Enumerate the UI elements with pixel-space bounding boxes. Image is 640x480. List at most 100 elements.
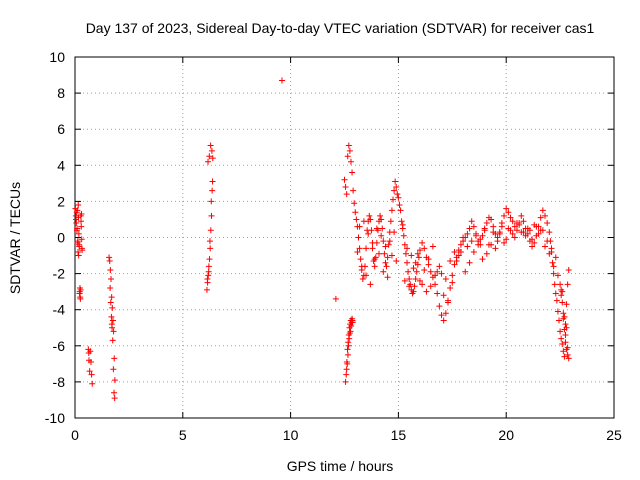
data-point (419, 239, 426, 246)
data-point (473, 232, 480, 239)
data-point (75, 230, 82, 237)
data-point (357, 256, 364, 263)
data-point (73, 227, 80, 234)
x-tick-labels: 0 5 10 15 20 25 (71, 427, 622, 443)
data-point (485, 241, 492, 248)
data-point (386, 238, 393, 245)
data-point (449, 279, 456, 286)
data-points (72, 77, 572, 402)
data-point (549, 259, 556, 266)
data-point (562, 321, 569, 328)
data-point (427, 268, 434, 275)
data-point (537, 214, 544, 221)
data-point (394, 191, 401, 198)
data-point (560, 348, 567, 355)
data-point (401, 277, 408, 284)
data-point (421, 266, 428, 273)
data-point (564, 281, 571, 288)
data-point (556, 317, 563, 324)
data-point (77, 295, 84, 302)
y-tick-label: 6 (57, 121, 65, 137)
data-point (416, 277, 423, 284)
data-point (377, 212, 384, 219)
data-point (75, 202, 82, 209)
data-point (447, 257, 454, 264)
data-point (87, 359, 94, 366)
data-point (440, 292, 447, 299)
data-point (346, 335, 353, 342)
data-point (108, 294, 115, 301)
data-point (415, 254, 422, 261)
x-tick-label: 20 (498, 427, 514, 443)
data-point (550, 263, 557, 270)
data-point (442, 310, 449, 317)
data-point (561, 313, 568, 320)
data-point (563, 301, 570, 308)
data-point (365, 230, 372, 237)
data-point (371, 263, 378, 270)
data-point (345, 342, 352, 349)
data-point (468, 218, 475, 225)
data-point (208, 212, 215, 219)
data-point (107, 285, 114, 292)
data-point (561, 353, 568, 360)
data-point (106, 257, 113, 264)
data-point (466, 225, 473, 232)
data-point (387, 218, 394, 225)
y-tick-label: -2 (53, 266, 66, 282)
data-point (544, 238, 551, 245)
data-point (412, 276, 419, 283)
data-point (529, 243, 536, 250)
data-point (384, 254, 391, 261)
tick-marks (74, 56, 615, 419)
data-point (539, 207, 546, 214)
data-point (108, 321, 115, 328)
data-point (434, 290, 441, 297)
data-point (565, 355, 572, 362)
data-point (369, 239, 376, 246)
data-point (542, 243, 549, 250)
data-point (524, 225, 531, 232)
data-point (208, 198, 215, 205)
data-point (78, 218, 85, 225)
data-point (79, 247, 86, 254)
data-point (367, 281, 374, 288)
data-point (513, 227, 520, 234)
data-point (204, 276, 211, 283)
data-point (344, 360, 351, 367)
data-point (563, 324, 570, 331)
y-tick-label: 0 (57, 230, 65, 246)
data-point (562, 331, 569, 338)
data-point (516, 221, 523, 228)
data-point (565, 266, 572, 273)
data-point (479, 232, 486, 239)
data-point (380, 238, 387, 245)
data-point (432, 272, 439, 279)
data-point (559, 299, 566, 306)
data-point (457, 248, 464, 255)
data-point (350, 187, 357, 194)
data-point (110, 328, 117, 335)
y-tick-label: -4 (53, 302, 66, 318)
data-point (89, 380, 96, 387)
data-point (209, 155, 216, 162)
data-point (404, 245, 411, 252)
data-point (429, 243, 436, 250)
data-point (341, 176, 348, 183)
data-point (379, 225, 386, 232)
data-point (557, 328, 564, 335)
data-point (455, 252, 462, 259)
data-point (373, 225, 380, 232)
data-point (109, 317, 116, 324)
data-point (470, 248, 477, 255)
x-tick-label: 5 (179, 427, 187, 443)
data-point (109, 304, 116, 311)
data-point (393, 183, 400, 190)
data-point (462, 268, 469, 275)
data-point (490, 229, 497, 236)
y-tick-label: 4 (57, 157, 65, 173)
data-point (559, 340, 566, 347)
data-point (352, 209, 359, 216)
data-point (436, 303, 443, 310)
